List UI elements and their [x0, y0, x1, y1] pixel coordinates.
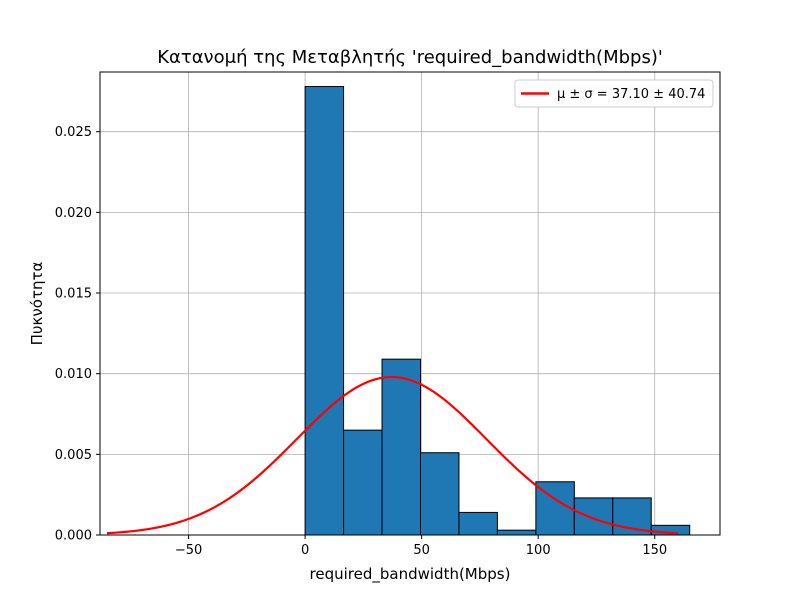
normal-curve-layer: [106, 375, 679, 535]
histogram-bar: [496, 529, 537, 536]
x-tick-label: 100: [526, 543, 551, 558]
y-tick-label: 0.025: [55, 125, 92, 140]
legend-label: μ ± σ = 37.10 ± 40.74: [557, 87, 705, 102]
x-tick-label: −50: [175, 543, 202, 558]
chart-title: Κατανομή της Μεταβλητής 'required_bandwi…: [157, 47, 663, 68]
legend: μ ± σ = 37.10 ± 40.74: [514, 79, 714, 108]
y-tick-label: 0.010: [55, 367, 92, 382]
y-tick-label: 0.005: [55, 448, 92, 463]
x-tick-label: 0: [301, 543, 309, 558]
y-tick-label: 0.000: [55, 529, 92, 544]
histogram-bar: [458, 511, 498, 536]
x-axis-label: required_bandwidth(Mbps): [310, 565, 511, 584]
x-tick-label: 150: [642, 543, 667, 558]
histogram-bar: [381, 358, 421, 536]
histogram-bars: [304, 86, 691, 536]
histogram-bar: [343, 429, 383, 536]
y-axis-label: Πυκνότητα: [28, 261, 46, 345]
y-tick-label: 0.020: [55, 206, 92, 221]
axis-ticks: −50 0 50 100 150 0.000 0.005 0.010 0.015 0.020 0.0…: [55, 125, 667, 558]
histogram-bar: [419, 452, 460, 536]
x-tick-label: 50: [413, 543, 430, 558]
plot-frame: [99, 71, 721, 536]
histogram-bar: [304, 86, 345, 536]
histogram-bar: [573, 497, 614, 536]
normal-fit-curve: [106, 375, 679, 535]
legend-box: [514, 79, 714, 108]
y-tick-label: 0.015: [55, 287, 92, 302]
